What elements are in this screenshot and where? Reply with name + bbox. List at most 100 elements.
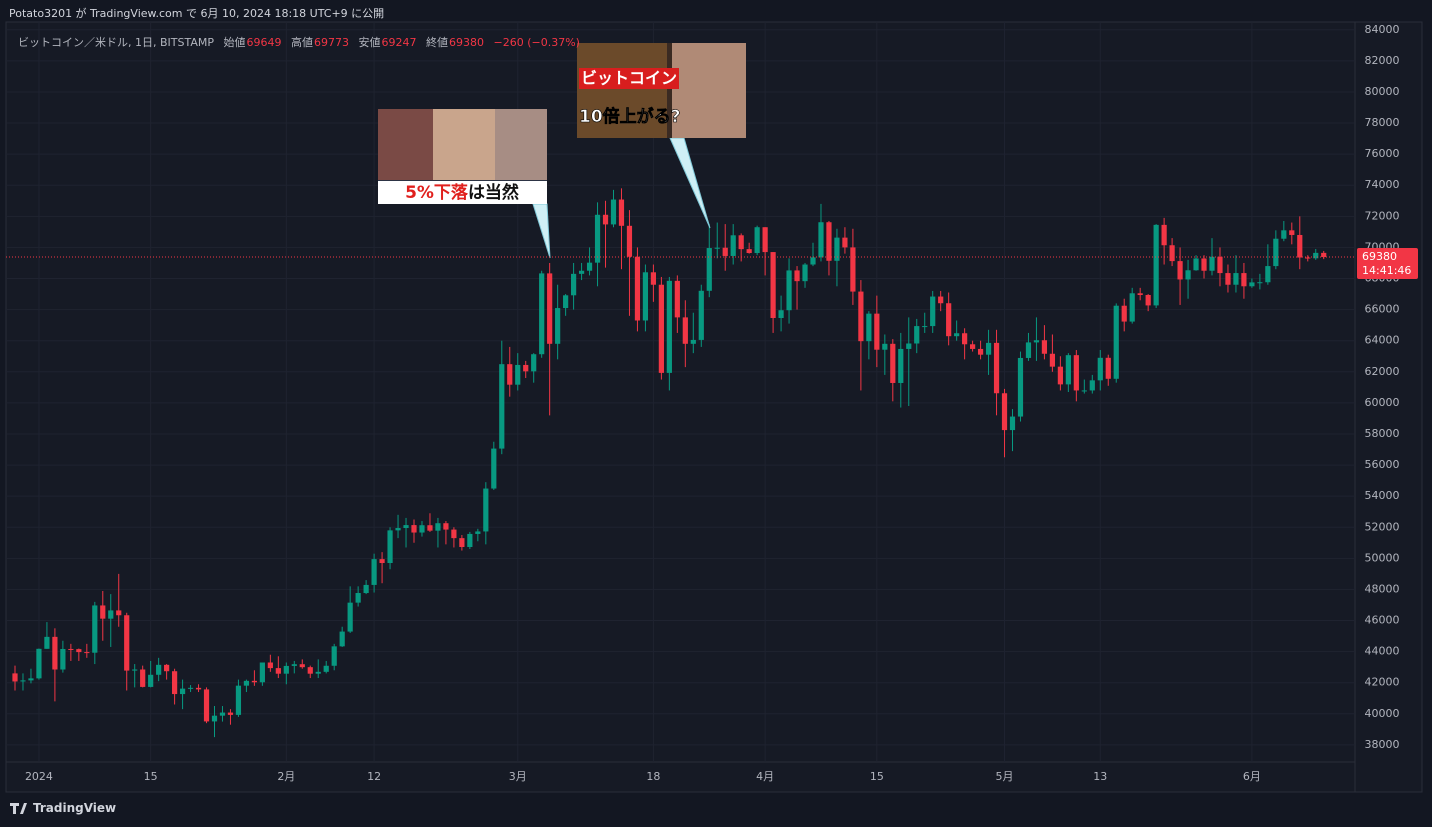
ohlc-value: 69380 (449, 36, 484, 49)
candle-body (1297, 234, 1303, 258)
candle-body (443, 523, 449, 530)
y-tick-label: 80000 (1365, 85, 1400, 98)
candle-body (818, 222, 824, 258)
candle-body (586, 262, 593, 271)
candle-body (164, 664, 170, 672)
candle-body (108, 610, 114, 619)
y-tick-label: 50000 (1365, 551, 1400, 564)
callouts: 5%下落は当然 ビットコイン 10倍上がる? (378, 43, 746, 259)
candle-body (1153, 224, 1159, 306)
candle-body (674, 280, 680, 318)
candle-body (1065, 355, 1071, 385)
candle-body (650, 272, 656, 285)
candle-body (132, 669, 138, 671)
candle-body (203, 689, 210, 722)
candle-body (1105, 357, 1111, 379)
candle-body (1281, 230, 1287, 239)
candle-body (610, 199, 617, 225)
y-tick-label: 46000 (1365, 614, 1400, 627)
candle-body (1257, 282, 1263, 284)
x-tick-label: 15 (870, 770, 884, 783)
y-tick-label: 52000 (1365, 520, 1400, 533)
candle-body (714, 247, 720, 249)
candle-body (179, 688, 186, 695)
y-tick-label: 42000 (1365, 676, 1400, 689)
candle-body (555, 308, 561, 344)
x-tick-label: 2024 (25, 770, 53, 783)
candle-body (36, 648, 42, 679)
candle-body (642, 272, 649, 321)
x-tick-label: 4月 (756, 770, 774, 783)
candle-body (1073, 355, 1079, 391)
callout-text: 5%下落 (405, 183, 469, 203)
x-tick-label: 12 (367, 770, 381, 783)
x-tick-label: 2月 (277, 770, 295, 783)
candle-body (1201, 258, 1207, 271)
candle-body (754, 227, 760, 254)
candle-body (1025, 342, 1032, 358)
y-tick-label: 66000 (1365, 303, 1400, 316)
candle-body (403, 525, 409, 529)
callout-thumb-part (378, 109, 433, 180)
callout-thumb-part (672, 43, 746, 138)
y-tick-label: 48000 (1365, 582, 1400, 595)
candle-body (235, 685, 242, 715)
candle-body (962, 333, 968, 345)
y-tick-label: 84000 (1365, 23, 1400, 36)
candle-body (954, 333, 960, 337)
candle-body (219, 712, 226, 716)
x-tick-label: 13 (1093, 770, 1107, 783)
callout-caption-bg (378, 181, 547, 204)
candle-body (882, 343, 888, 350)
candle-body (1137, 293, 1143, 295)
candle-body (227, 712, 234, 715)
candles (12, 188, 1327, 738)
y-tick-label: 44000 (1365, 645, 1400, 658)
candle-body (858, 291, 864, 342)
candle-body (419, 525, 425, 533)
candle-body (347, 602, 353, 632)
candle-body (76, 649, 82, 653)
candle-body (618, 199, 625, 226)
y-tick-label: 56000 (1365, 458, 1400, 471)
y-tick-label: 60000 (1365, 396, 1400, 409)
candle-body (116, 610, 122, 616)
callout-caption: ビットコイン (581, 69, 677, 88)
candle-body (914, 326, 920, 344)
y-tick-label: 58000 (1365, 427, 1400, 440)
candle-body (1097, 357, 1103, 381)
candle-body (571, 273, 577, 296)
candle-body (602, 214, 609, 225)
candle-body (1081, 390, 1087, 392)
candle-body (682, 317, 688, 344)
candle-body (938, 296, 944, 304)
candle-body (1121, 305, 1127, 322)
candle-body (578, 270, 585, 274)
candle-body (1265, 266, 1271, 283)
candle-body (12, 673, 18, 682)
candle-body (100, 605, 106, 619)
candle-body (195, 687, 202, 690)
candle-body (187, 687, 194, 689)
x-tick-label: 5月 (996, 770, 1014, 783)
candle-body (523, 364, 529, 372)
callout-thumb-part (433, 109, 495, 180)
candle-body (1089, 380, 1095, 391)
candle-body (786, 270, 792, 311)
candle-body (1001, 393, 1008, 431)
y-tick-label: 78000 (1365, 116, 1400, 129)
candle-body (499, 364, 505, 449)
candle-body (746, 249, 752, 254)
candle-body (634, 256, 641, 321)
candle-body (738, 235, 744, 250)
candle-body (124, 615, 130, 671)
candle-body (156, 664, 162, 675)
candle-body (251, 680, 257, 683)
candle-body (140, 669, 146, 687)
x-tick-label: 6月 (1243, 770, 1261, 783)
candle-body (778, 310, 784, 318)
candle-body (259, 662, 265, 683)
candle-body (1321, 252, 1327, 258)
candle-body (547, 273, 553, 344)
